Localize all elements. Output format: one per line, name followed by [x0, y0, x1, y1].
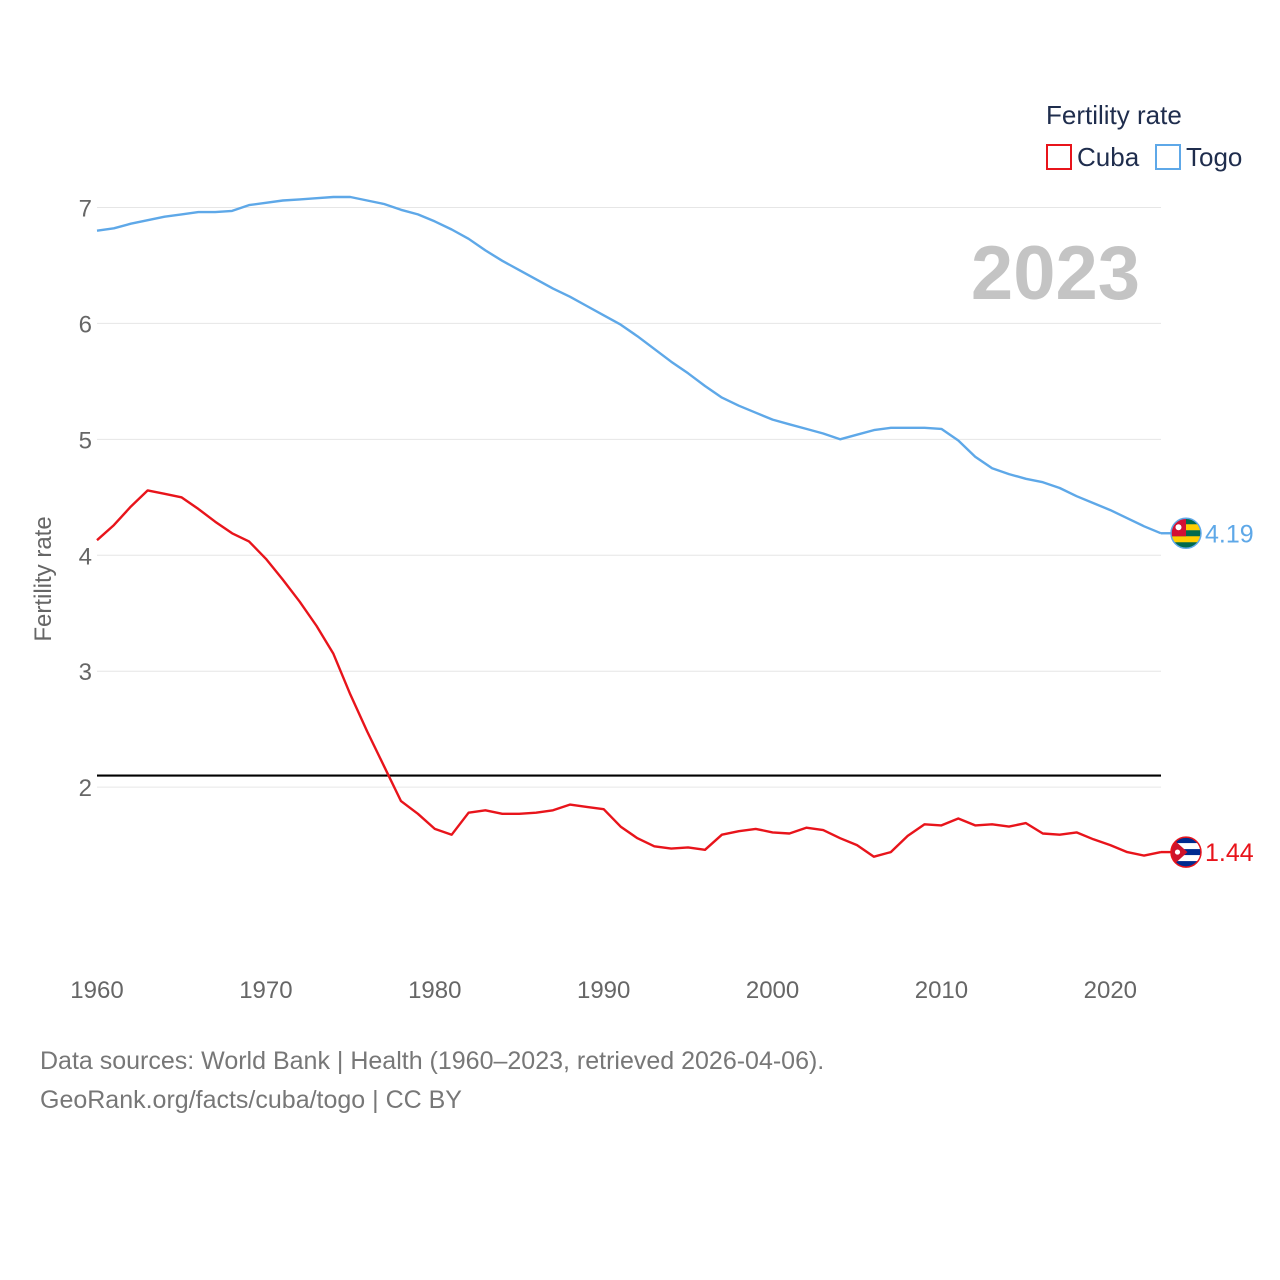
x-tick-label: 1980 — [408, 977, 461, 1004]
x-tick-label: 1990 — [577, 977, 630, 1004]
year-label: 2023 — [971, 231, 1140, 316]
series-line-cuba — [96, 489, 1162, 858]
y-tick-label: 2 — [79, 775, 92, 802]
series-layer — [96, 195, 1162, 858]
attribution-link[interactable]: GeoRank.org/facts/cuba/togo | CC BY — [40, 1086, 462, 1114]
end-value-label-cuba: 1.44 — [1205, 839, 1254, 867]
cuba-flag-icon — [1171, 837, 1201, 868]
x-tick-label: 2000 — [746, 977, 799, 1004]
footer: Data sources: World Bank | Health (1960–… — [40, 1042, 824, 1120]
end-value-label-togo: 4.19 — [1205, 520, 1254, 548]
endpoint-layer: 1.44 4.19 — [1161, 517, 1254, 868]
y-axis-label: Fertility rate — [30, 516, 57, 641]
legend-swatch-cuba — [1046, 144, 1072, 170]
series-line-togo — [96, 195, 1162, 535]
legend: Fertility rate Cuba Togo — [1046, 100, 1242, 172]
x-tick-label: 1960 — [70, 977, 123, 1004]
x-tick-label: 2020 — [1084, 977, 1137, 1004]
flag-ring-cuba — [1170, 836, 1202, 868]
legend-label-cuba: Cuba — [1077, 142, 1140, 172]
legend-label-togo: Togo — [1186, 142, 1242, 172]
x-axis: 1960 1970 1980 1990 2000 2010 2020 — [70, 977, 1137, 1004]
grid-layer — [97, 206, 1161, 788]
legend-swatch-togo — [1155, 144, 1181, 170]
legend-item-togo[interactable]: Togo — [1155, 142, 1242, 172]
data-sources-text: Data sources: World Bank | Health (1960–… — [40, 1047, 825, 1075]
y-tick-label: 7 — [79, 195, 92, 222]
legend-item-cuba[interactable]: Cuba — [1046, 142, 1140, 172]
y-tick-label: 4 — [79, 543, 92, 570]
y-tick-label: 5 — [79, 427, 92, 454]
y-tick-label: 3 — [79, 659, 92, 686]
y-tick-label: 6 — [79, 311, 92, 338]
flag-ring-togo — [1170, 517, 1202, 550]
line-chart: 2 3 4 5 6 7 1960 1970 1980 1990 2000 2010 2020 2023… — [30, 100, 1254, 1004]
y-axis: 2 3 4 5 6 7 — [79, 195, 92, 802]
x-tick-label: 2010 — [915, 977, 968, 1004]
x-tick-label: 1970 — [239, 977, 292, 1004]
legend-title: Fertility rate — [1046, 100, 1182, 130]
